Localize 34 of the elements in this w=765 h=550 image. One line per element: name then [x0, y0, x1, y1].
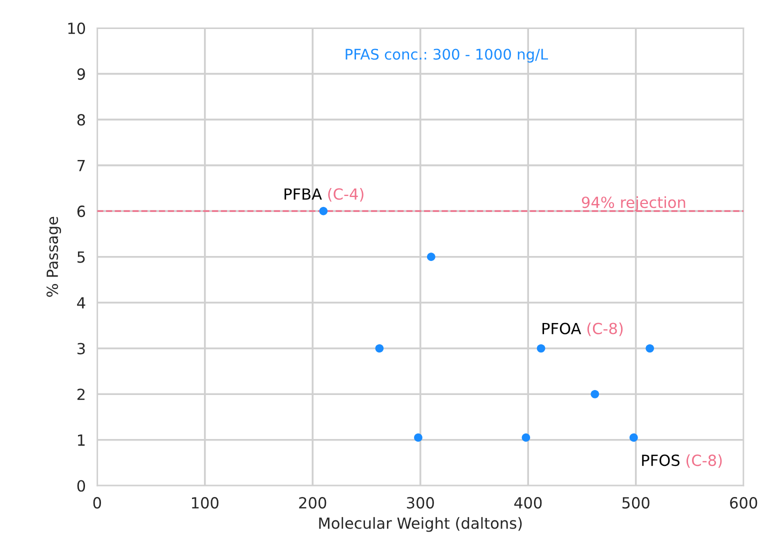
- point: [414, 433, 422, 442]
- y-tick-label: 5: [78, 252, 85, 263]
- y-tick-label: 7: [78, 160, 85, 172]
- point: [590, 390, 600, 398]
- y-tick-label: 4: [77, 297, 86, 308]
- ref-line-label: 94% rejection: [582, 196, 686, 212]
- y-tick-label: 6: [77, 206, 86, 218]
- y-tick-label: 9: [77, 68, 85, 80]
- y-axis-title: % Passage: [46, 216, 62, 297]
- x-tick-label: 300: [406, 497, 434, 509]
- point: [375, 344, 384, 353]
- y-tick-label: 3: [77, 342, 85, 354]
- point: [630, 433, 638, 442]
- annotation: PFBA (C-4): [284, 188, 364, 202]
- point: [646, 344, 654, 353]
- x-tick-label: 200: [299, 497, 326, 509]
- annotation: PFAS conc.: 300 - 1000 ng/L: [346, 48, 548, 63]
- point: [426, 252, 436, 262]
- y-tick-label: 2: [77, 388, 85, 400]
- y-tick-label: 1: [78, 434, 85, 446]
- point: [319, 206, 328, 216]
- y-tick-label: 10: [68, 22, 86, 34]
- annotation: PFOA (C-8): [542, 322, 623, 336]
- point: [536, 344, 546, 353]
- x-tick-label: 400: [514, 497, 542, 509]
- y-tick-label: 8: [77, 114, 85, 126]
- x-axis-title: Molecular Weight (daltons): [319, 517, 522, 532]
- annotation: PFOS (C-8): [642, 454, 722, 468]
- y-tick-label: 0: [77, 480, 86, 492]
- x-tick-label: 100: [192, 497, 218, 509]
- x-tick-label: 0: [93, 497, 101, 509]
- point: [522, 433, 530, 442]
- x-tick-label: 500: [622, 497, 650, 509]
- x-tick-label: 600: [730, 497, 758, 509]
